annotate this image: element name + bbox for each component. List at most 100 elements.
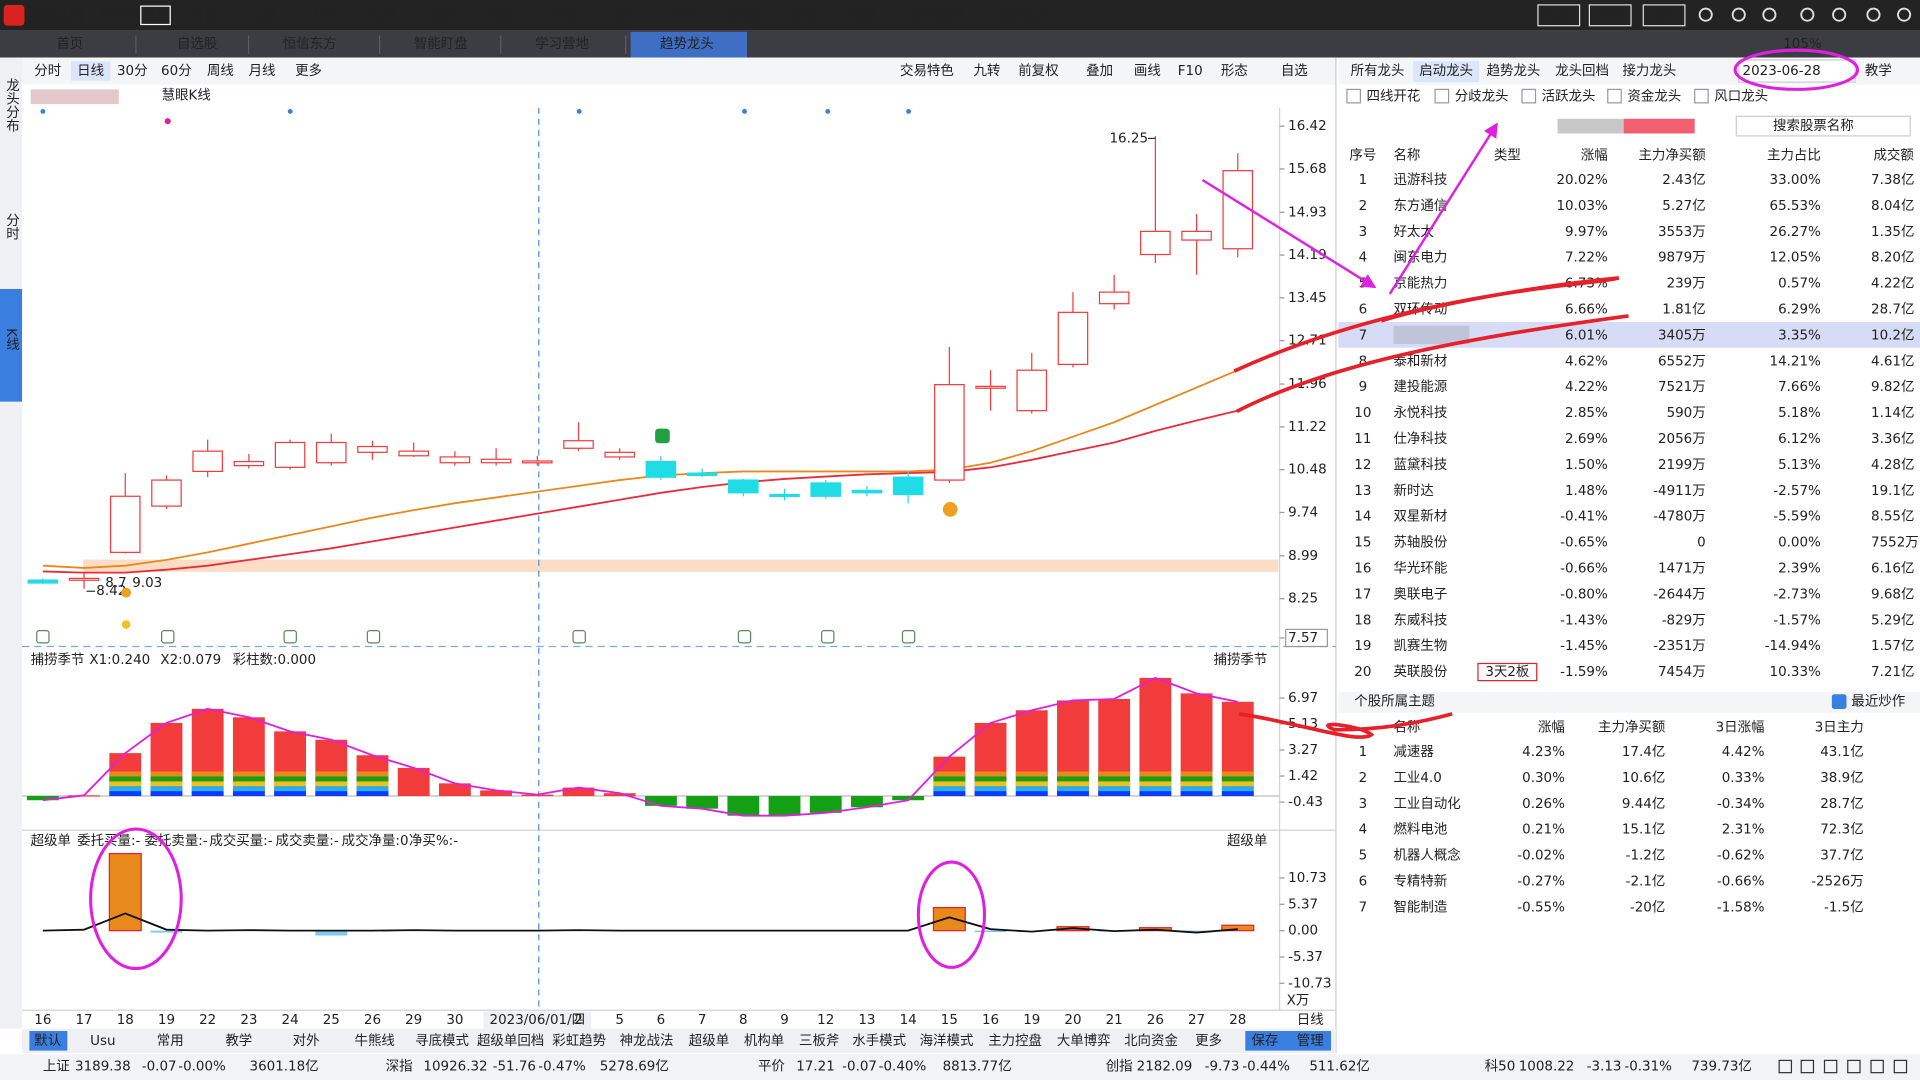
window-icon[interactable]	[1731, 7, 1746, 22]
menu-item[interactable]: 数据	[610, 8, 637, 24]
bottom-tab[interactable]: 牛熊线	[355, 1033, 395, 1049]
tool[interactable]: 交易特色	[900, 62, 954, 79]
stock-name[interactable]: 双星新材	[1393, 509, 1447, 525]
stock-name[interactable]: 京能热力	[1393, 276, 1447, 292]
period[interactable]: 周线	[207, 63, 234, 79]
filter-label[interactable]: 资金龙头	[1627, 89, 1681, 105]
column-header[interactable]: 主力净买额	[1638, 148, 1706, 164]
bottom-tab[interactable]: 海洋模式	[920, 1033, 974, 1049]
menu-item[interactable]: 交易	[790, 7, 817, 24]
help-link[interactable]: 教学	[1865, 63, 1892, 79]
bottom-tab[interactable]: Usu	[90, 1034, 115, 1049]
bottom-tab[interactable]: 主力控盘	[988, 1032, 1042, 1049]
panel-tab[interactable]: 所有龙头	[1351, 63, 1405, 79]
menu-item[interactable]: 机构	[489, 8, 516, 24]
stock-name[interactable]: 建投能源	[1393, 379, 1447, 395]
tool[interactable]: 形态	[1221, 63, 1248, 79]
menu-item[interactable]: 研究院	[723, 8, 763, 24]
bottom-tab[interactable]: 教学	[225, 1033, 252, 1049]
window-icon[interactable]	[1698, 7, 1713, 22]
theme-name[interactable]: 智能制造	[1393, 900, 1447, 916]
stock-name[interactable]: 凯赛生物	[1393, 638, 1447, 654]
window-icon[interactable]	[1800, 7, 1815, 22]
bottom-tab[interactable]: 超级单	[689, 1033, 729, 1049]
tool[interactable]: 九转	[973, 63, 1000, 79]
tab[interactable]: 学习营地	[535, 36, 589, 52]
theme-name[interactable]: 工业4.0	[1393, 770, 1441, 786]
column-header[interactable]: 涨幅	[1581, 148, 1608, 164]
period[interactable]: 30分	[117, 63, 148, 79]
tool[interactable]: F10	[1178, 64, 1203, 79]
menu-item[interactable]: 资讯	[670, 8, 697, 24]
menu-item[interactable]: 基金	[250, 7, 277, 24]
stock-name[interactable]: 好太太	[1393, 224, 1434, 240]
column-header[interactable]: 主力占比	[1767, 148, 1821, 164]
period[interactable]: 分时	[34, 63, 61, 79]
checkbox-label[interactable]: 最近炒作	[1851, 694, 1905, 710]
side-nav-item[interactable]: K线	[3, 328, 20, 351]
tab[interactable]: 智能盯盘	[414, 35, 468, 52]
bottom-tab[interactable]: 彩虹趋势	[552, 1033, 606, 1049]
menu-item[interactable]: 价投	[550, 8, 577, 24]
bottom-tab[interactable]: 寻底模式	[415, 1033, 469, 1049]
bottom-action[interactable]: 管理	[1297, 1033, 1324, 1049]
bottom-tab[interactable]: 神龙战法	[620, 1033, 674, 1049]
theme-name[interactable]: 减速器	[1393, 744, 1434, 760]
stock-name[interactable]: 华光环能	[1393, 560, 1447, 576]
menu-item[interactable]: 选股	[370, 8, 397, 24]
stock-name[interactable]: 英联股份	[1393, 663, 1447, 680]
period[interactable]: 月线	[249, 63, 276, 79]
window-icon[interactable]	[1762, 7, 1777, 22]
menu-item[interactable]: 行情	[191, 8, 218, 24]
tool[interactable]: 画线	[1134, 63, 1161, 79]
checkbox[interactable]	[1346, 88, 1362, 104]
tab[interactable]: 趋势龙头	[660, 36, 714, 52]
stock-name[interactable]: 泰和新材	[1393, 353, 1447, 369]
panel-tab[interactable]: 龙头回档	[1555, 63, 1609, 79]
checkbox[interactable]	[1694, 88, 1709, 104]
filter-label[interactable]: 风口龙头	[1714, 89, 1768, 105]
side-nav-item[interactable]: 龙头分布	[3, 78, 20, 132]
period[interactable]: 日线	[77, 63, 104, 79]
stock-name[interactable]: 苏轴股份	[1393, 535, 1447, 551]
side-nav-item[interactable]: 分时	[3, 213, 20, 240]
bottom-tab[interactable]: 对外	[293, 1033, 320, 1049]
bottom-tab[interactable]: 常用	[157, 1033, 184, 1049]
tool[interactable]: 自选	[1281, 63, 1308, 79]
search-box[interactable]	[1735, 115, 1911, 137]
window-icon[interactable]	[1866, 7, 1881, 22]
menu-button[interactable]: 热点	[1545, 8, 1572, 24]
bottom-tab[interactable]: 北向资金	[1124, 1033, 1178, 1049]
menu-button[interactable]: 学习	[1597, 8, 1624, 24]
menu-item[interactable]: 短打	[430, 7, 457, 24]
column-header[interactable]: 类型	[1494, 148, 1521, 164]
stock-name[interactable]: 闽东电力	[1393, 250, 1447, 266]
theme-name[interactable]: 燃料电池	[1393, 821, 1447, 838]
bottom-tab[interactable]: 三板斧	[799, 1033, 839, 1049]
window-icon[interactable]	[1897, 7, 1912, 22]
stock-name[interactable]: 东威科技	[1393, 612, 1447, 628]
period[interactable]: 更多	[295, 62, 322, 79]
tab[interactable]: 首页	[56, 36, 83, 52]
stock-name[interactable]: 奥联电子	[1393, 585, 1447, 602]
checkbox[interactable]	[1434, 88, 1450, 104]
tab[interactable]: 自选股	[177, 36, 217, 52]
tool[interactable]: 叠加	[1086, 63, 1113, 79]
stock-name[interactable]: 东方通信	[1393, 198, 1447, 214]
panel-tab[interactable]: 趋势龙头	[1487, 63, 1541, 79]
bottom-tab[interactable]: 机构单	[744, 1033, 784, 1049]
period[interactable]: 60分	[161, 63, 192, 79]
filter-label[interactable]: 活跃龙头	[1542, 89, 1596, 105]
stock-name[interactable]: 迅游科技	[1393, 172, 1447, 188]
stock-name[interactable]: 仕净科技	[1393, 431, 1447, 447]
bottom-tab[interactable]: 水手模式	[852, 1033, 906, 1049]
checkbox[interactable]	[1521, 88, 1537, 104]
bottom-tab[interactable]: 大单博弈	[1057, 1032, 1111, 1049]
filter-label[interactable]: 分歧龙头	[1455, 89, 1509, 105]
theme-name[interactable]: 工业自动化	[1393, 796, 1460, 812]
column-header[interactable]: 名称	[1393, 148, 1420, 164]
checkbox[interactable]	[1607, 88, 1622, 104]
filter-label[interactable]: 四线开花	[1367, 89, 1421, 105]
column-header[interactable]: 成交额	[1873, 147, 1914, 164]
panel-tab[interactable]: 接力龙头	[1622, 62, 1676, 79]
